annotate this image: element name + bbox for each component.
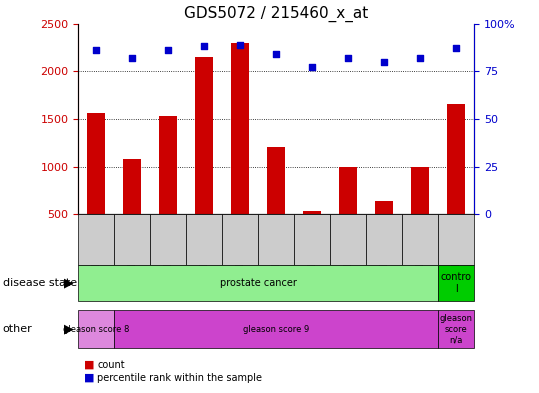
Text: contro
l: contro l <box>441 272 472 294</box>
Text: prostate cancer: prostate cancer <box>220 278 296 288</box>
Text: count: count <box>97 360 125 370</box>
Text: disease state: disease state <box>3 278 77 288</box>
Bar <box>411 167 429 214</box>
Text: ▶: ▶ <box>64 276 73 290</box>
Bar <box>231 43 249 214</box>
Point <box>128 55 136 61</box>
Point <box>416 55 425 61</box>
Bar <box>195 57 213 214</box>
Text: ▶: ▶ <box>64 323 73 336</box>
Bar <box>447 104 465 214</box>
Point <box>272 51 281 57</box>
Text: gleason score 9: gleason score 9 <box>243 325 309 334</box>
Bar <box>339 167 357 214</box>
Bar <box>303 211 321 214</box>
Bar <box>159 116 177 214</box>
Text: gleason score 8: gleason score 8 <box>63 325 129 334</box>
Point <box>344 55 353 61</box>
Text: percentile rank within the sample: percentile rank within the sample <box>97 373 262 383</box>
Point <box>164 47 172 53</box>
Point <box>380 59 389 65</box>
Point <box>236 41 245 48</box>
Bar <box>87 113 105 214</box>
Text: ■: ■ <box>84 360 94 370</box>
Point <box>200 43 209 50</box>
Point <box>452 45 461 51</box>
Bar <box>375 201 393 214</box>
Point <box>308 64 316 71</box>
Bar <box>267 147 285 214</box>
Text: ■: ■ <box>84 373 94 383</box>
Title: GDS5072 / 215460_x_at: GDS5072 / 215460_x_at <box>184 6 368 22</box>
Bar <box>123 159 141 214</box>
Text: gleason
score
n/a: gleason score n/a <box>440 314 473 344</box>
Point <box>92 47 100 53</box>
Text: other: other <box>3 324 32 334</box>
